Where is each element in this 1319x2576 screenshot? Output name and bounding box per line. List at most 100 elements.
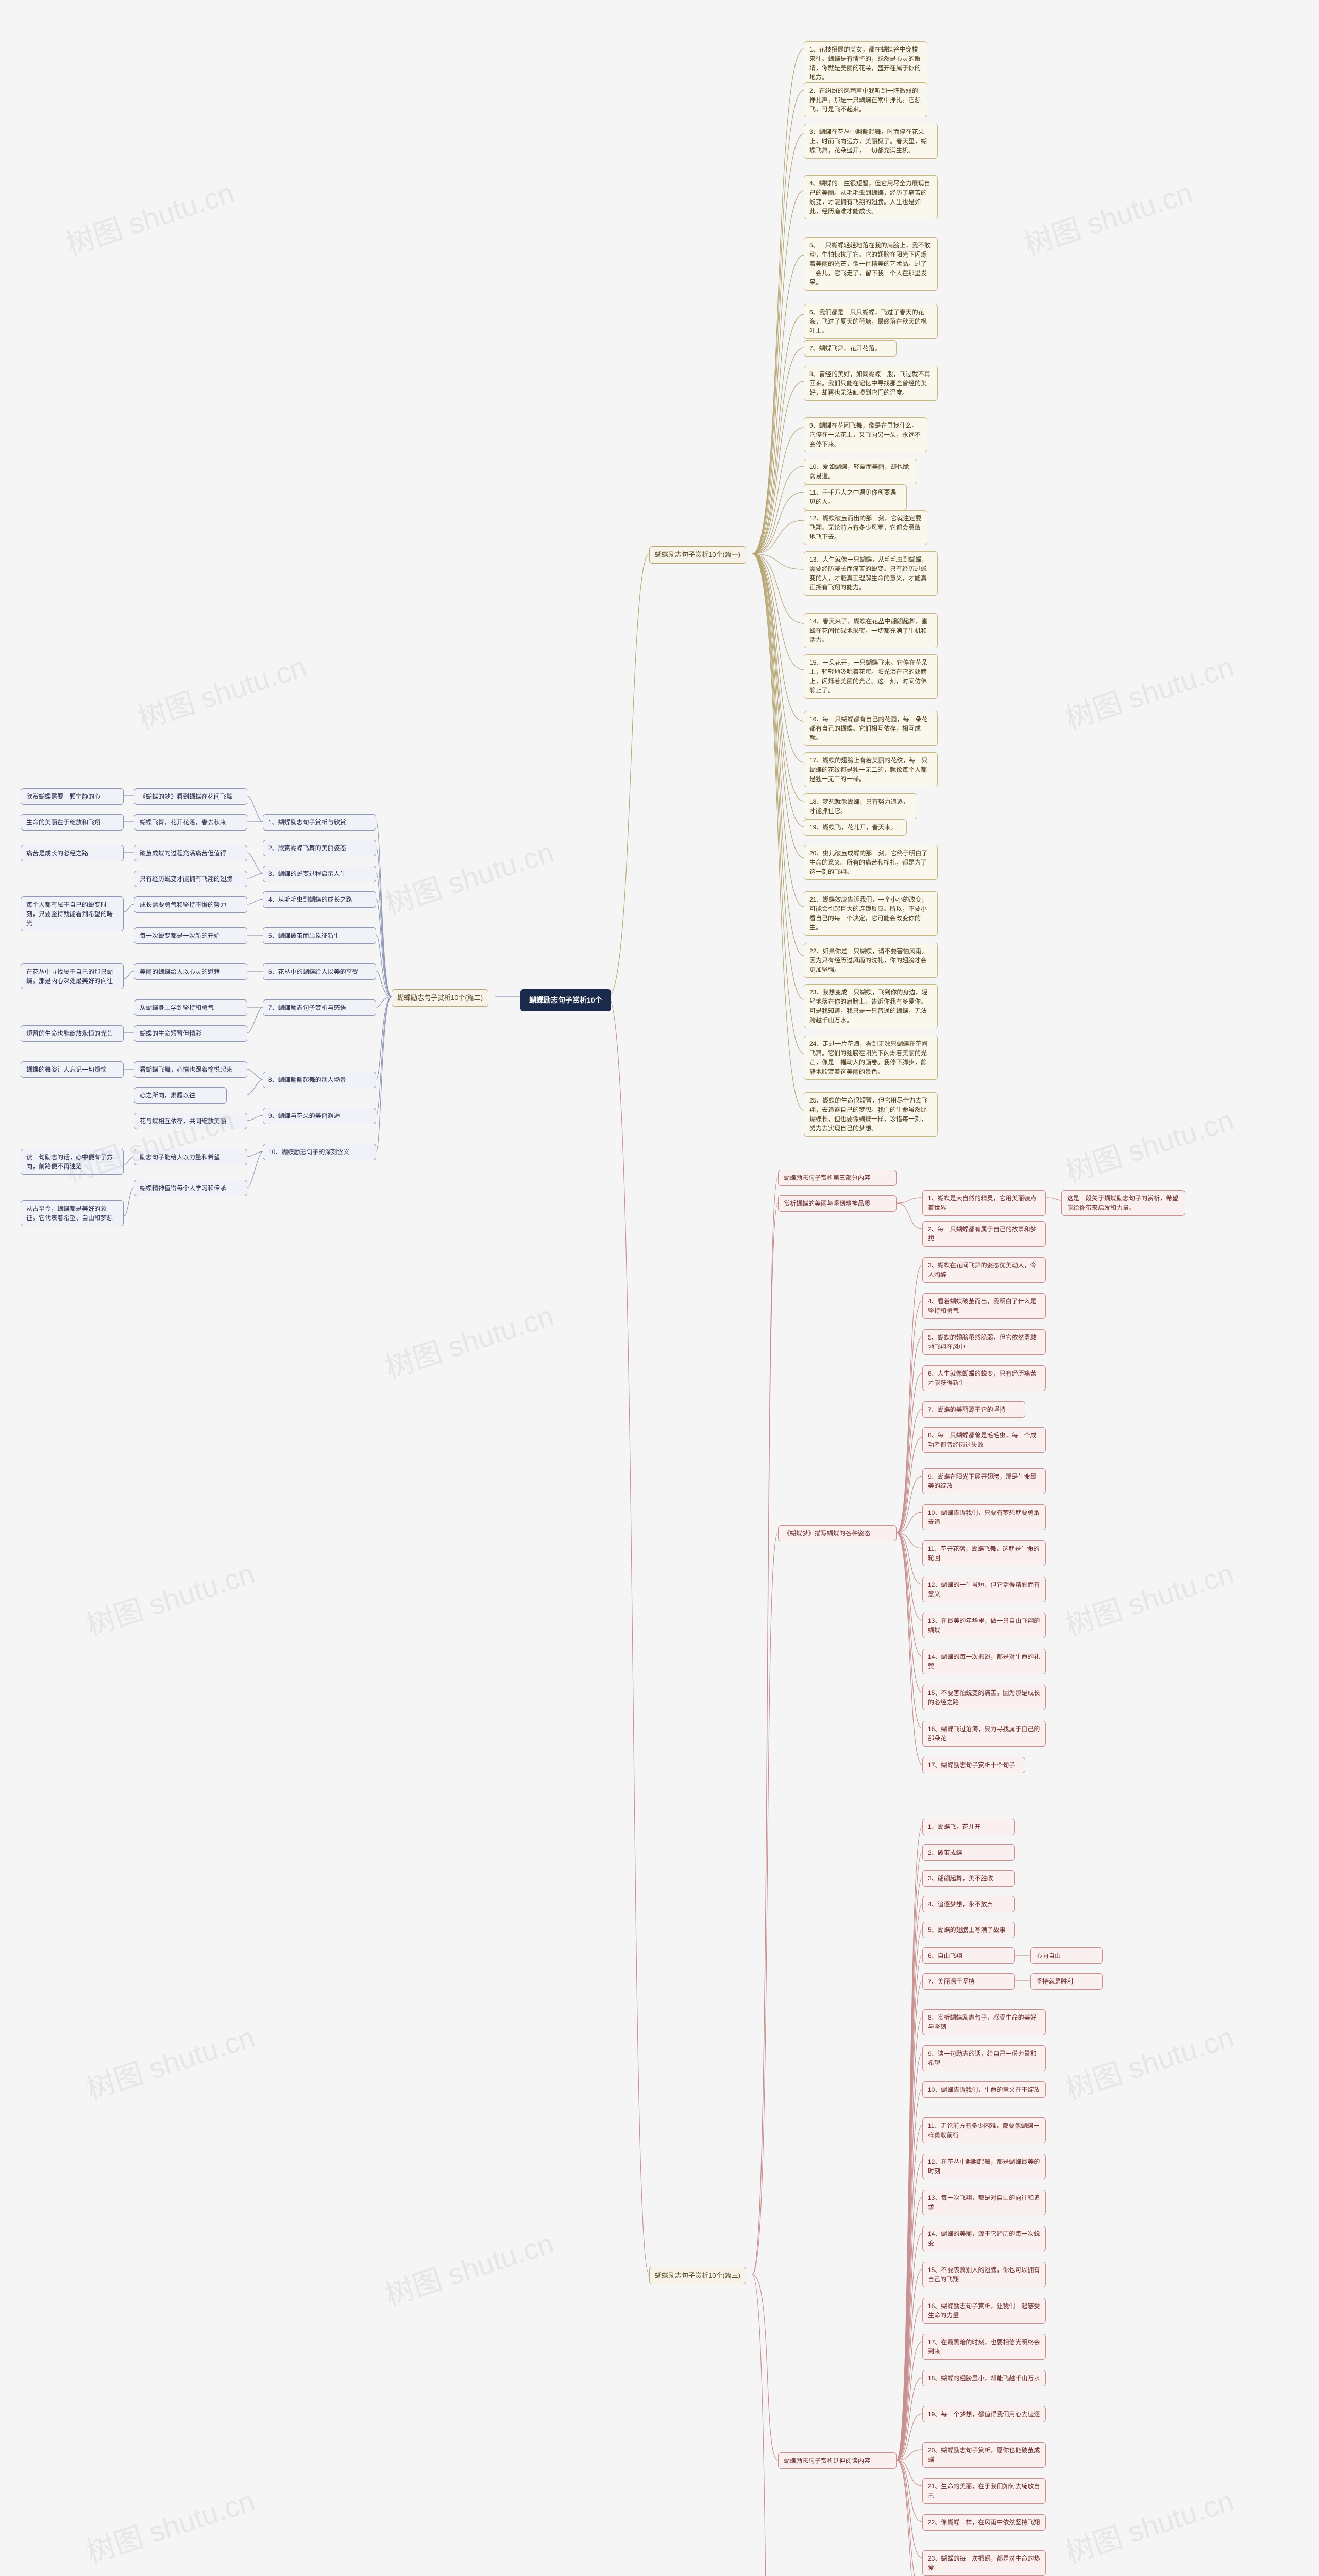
main-branch-3[interactable]: 蝴蝶励志句子赏析10个(篇三) — [649, 2267, 746, 2284]
red-r4c-node-5[interactable]: 13、每一次飞翔，都是对自由的向往和追求 — [922, 2190, 1046, 2215]
red-l1-node-2[interactable]: 《蝴蝶梦》描写蝴蝶的各种姿态 — [778, 1525, 897, 1541]
red-r4c-node-1[interactable]: 9、读一句励志的话，给自己一份力量和希望 — [922, 2045, 1046, 2071]
blue-l3-node-6[interactable]: 蝴蝶的舞姿让人忘记一切烦恼 — [21, 1061, 124, 1078]
yellow-node-3[interactable]: 4、蝴蝶的一生很短暂，但它用尽全力展现自己的美丽。从毛毛虫到蝴蝶，经历了痛苦的蜕… — [804, 175, 938, 219]
red-r3c-node-7[interactable]: 10、蝴蝶告诉我们，只要有梦想就要勇敢去追 — [922, 1504, 1046, 1530]
yellow-node-1[interactable]: 2、在纷纷的风雨声中我听到一阵微弱的挣扎声，那是一只蝴蝶在雨中挣扎，它想飞，可是… — [804, 82, 927, 117]
yellow-node-24[interactable]: 25、蝴蝶的生命很短暂，但它用尽全力去飞翔，去追逐自己的梦想。我们的生命虽然比蝴… — [804, 1092, 938, 1137]
red-r4ls-node-1[interactable]: 坚持就是胜利 — [1030, 1973, 1103, 1990]
blue-l1-node-7[interactable]: 8、蝴蝶翩翩起舞的动人场景 — [263, 1072, 376, 1088]
red-r4l-node-5[interactable]: 6、自由飞翔 — [922, 1947, 1015, 1964]
yellow-node-11[interactable]: 12、蝴蝶破茧而出的那一刻，它就注定要飞翔。无论前方有多少风雨，它都会勇敢地飞下… — [804, 510, 927, 545]
red-r3c-node-0[interactable]: 3、蝴蝶在花间飞舞的姿态优美动人，令人陶醉 — [922, 1257, 1046, 1283]
red-r4c-node-14[interactable]: 22、像蝴蝶一样，在风雨中依然坚持飞翔 — [922, 2514, 1046, 2531]
blue-l3-node-7[interactable]: 读一句励志的话，心中便有了方向，前路便不再迷茫 — [21, 1149, 124, 1175]
yellow-node-18[interactable]: 19、蝴蝶飞，花儿开，春天来。 — [804, 819, 907, 836]
red-r3c-node-6[interactable]: 9、蝴蝶在阳光下展开翅膀，那是生命最美的绽放 — [922, 1468, 1046, 1494]
red-r3c-node-3[interactable]: 6、人生就像蝴蝶的蜕变，只有经历痛苦才能获得新生 — [922, 1365, 1046, 1391]
red-r4c-node-12[interactable]: 20、蝴蝶励志句子赏析，愿你也能破茧成蝶 — [922, 2442, 1046, 2468]
red-r2cr-node-0[interactable]: 这是一段关于蝴蝶励志句子的赏析，希望能给你带来启发和力量。 — [1061, 1190, 1185, 1216]
red-r4c-node-3[interactable]: 11、无论前方有多少困难，都要像蝴蝶一样勇敢前行 — [922, 2117, 1046, 2143]
yellow-node-2[interactable]: 3、蝴蝶在花丛中翩翩起舞，时而停在花朵上，时而飞向远方，美丽极了。春天里，蝴蝶飞… — [804, 124, 938, 159]
blue-l2-node-11[interactable]: 花与蝶相互依存，共同绽放美丽 — [134, 1113, 247, 1129]
blue-l2-node-6[interactable]: 美丽的蝴蝶给人以心灵的慰藉 — [134, 963, 247, 980]
blue-l1-node-0[interactable]: 1、蝴蝶励志句子赏析与欣赏 — [263, 814, 376, 831]
blue-l2-node-4[interactable]: 成长需要勇气和坚持不懈的努力 — [134, 896, 247, 913]
blue-l3-node-0[interactable]: 欣赏蝴蝶需要一颗宁静的心 — [21, 788, 124, 805]
yellow-node-12[interactable]: 13、人生就像一只蝴蝶，从毛毛虫到蝴蝶，需要经历漫长而痛苦的蜕变。只有经历过蜕变… — [804, 551, 938, 596]
red-r4c-node-2[interactable]: 10、蝴蝶告诉我们，生命的意义在于绽放 — [922, 2081, 1046, 2098]
red-r4l-node-0[interactable]: 1、蝴蝶飞，花儿开 — [922, 1819, 1015, 1835]
blue-l2-node-8[interactable]: 蝴蝶的生命短暂但精彩 — [134, 1025, 247, 1042]
red-r3c-node-14[interactable]: 17、蝴蝶励志句子赏析十个句子 — [922, 1757, 1025, 1773]
yellow-node-9[interactable]: 10、爱如蝴蝶，轻盈而美丽，却也脆弱易逝。 — [804, 459, 917, 484]
red-r4c-node-15[interactable]: 23、蝴蝶的每一次振翅，都是对生命的热爱 — [922, 2550, 1046, 2576]
red-r3c-node-2[interactable]: 5、蝴蝶的翅膀虽然脆弱，但它依然勇敢地飞翔在风中 — [922, 1329, 1046, 1355]
red-r3c-node-10[interactable]: 13、在最美的年华里，做一只自由飞翔的蝴蝶 — [922, 1613, 1046, 1638]
yellow-node-6[interactable]: 7、蝴蝶飞舞，花开花落。 — [804, 340, 897, 357]
red-r4l-node-6[interactable]: 7、美丽源于坚持 — [922, 1973, 1015, 1990]
red-r4c-node-11[interactable]: 19、每一个梦想，都值得我们用心去追逐 — [922, 2406, 1046, 2422]
blue-l3-node-1[interactable]: 生命的美丽在于绽放和飞翔 — [21, 814, 124, 831]
red-r3c-node-1[interactable]: 4、看着蝴蝶破茧而出，我明白了什么是坚持和勇气 — [922, 1293, 1046, 1319]
blue-l2-node-1[interactable]: 蝴蝶飞舞，花开花落，春去秋来 — [134, 814, 247, 831]
red-l1-node-3[interactable]: 蝴蝶励志句子赏析延伸阅读内容 — [778, 2452, 897, 2469]
root-node[interactable]: 蝴蝶励志句子赏析10个 — [520, 989, 611, 1011]
red-r3c-node-9[interactable]: 12、蝴蝶的一生虽短，但它活得精彩而有意义 — [922, 1577, 1046, 1602]
yellow-node-13[interactable]: 14、春天来了，蝴蝶在花丛中翩翩起舞，蜜蜂在花间忙碌地采蜜，一切都充满了生机和活… — [804, 613, 938, 648]
blue-l2-node-9[interactable]: 看蝴蝶飞舞，心情也跟着愉悦起来 — [134, 1061, 247, 1078]
red-r4c-node-0[interactable]: 8、赏析蝴蝶励志句子，感受生命的美好与坚韧 — [922, 2009, 1046, 2035]
blue-l3-node-3[interactable]: 每个人都有属于自己的蜕变时刻，只要坚持就能看到希望的曙光 — [21, 896, 124, 931]
blue-l1-node-8[interactable]: 9、蝴蝶与花朵的美丽邂逅 — [263, 1108, 376, 1124]
blue-l3-node-4[interactable]: 在花丛中寻找属于自己的那只蝴蝶，那是内心深处最美好的向往 — [21, 963, 124, 989]
red-r4c-node-6[interactable]: 14、蝴蝶的美丽，源于它经历的每一次蜕变 — [922, 2226, 1046, 2251]
red-r3c-node-13[interactable]: 16、蝴蝶飞过沧海，只为寻找属于自己的那朵花 — [922, 1721, 1046, 1747]
yellow-node-7[interactable]: 8、曾经的美好，如同蝴蝶一般，飞过就不再回来。我们只能在记忆中寻找那些曾经的美好… — [804, 366, 938, 401]
red-r2c-node-1[interactable]: 2、每一只蝴蝶都有属于自己的故事和梦想 — [922, 1221, 1046, 1247]
blue-l3-node-5[interactable]: 短暂的生命也能绽放永恒的光芒 — [21, 1025, 124, 1042]
yellow-node-20[interactable]: 21、蝴蝶效应告诉我们，一个小小的改变，可能会引起巨大的连锁反应。所以，不要小看… — [804, 891, 938, 936]
blue-l2-node-7[interactable]: 从蝴蝶身上学到坚持和勇气 — [134, 999, 247, 1016]
yellow-node-0[interactable]: 1、花枝招展的美女，都在蝴蝶谷中穿梭来往。蝴蝶是有情怀的，既然是心灵的眼睛，你就… — [804, 41, 927, 86]
yellow-node-17[interactable]: 18、梦想就像蝴蝶，只有努力追逐，才能抓住它。 — [804, 793, 917, 819]
red-r4l-node-3[interactable]: 4、追逐梦想，永不放弃 — [922, 1896, 1015, 1912]
red-r3c-node-5[interactable]: 8、每一只蝴蝶都曾是毛毛虫，每一个成功者都曾经历过失败 — [922, 1427, 1046, 1453]
yellow-node-5[interactable]: 6、我们都是一只只蝴蝶，飞过了春天的花海，飞过了夏天的荷塘，最终落在秋天的枫叶上… — [804, 304, 938, 339]
yellow-node-21[interactable]: 22、如果你是一只蝴蝶，请不要害怕风雨。因为只有经历过风雨的洗礼，你的翅膀才会更… — [804, 943, 938, 978]
yellow-node-15[interactable]: 16、每一只蝴蝶都有自己的花园，每一朵花都有自己的蝴蝶。它们相互依存，相互成就。 — [804, 711, 938, 746]
blue-l3-node-8[interactable]: 从古至今，蝴蝶都是美好的象征，它代表着希望、自由和梦想 — [21, 1200, 124, 1226]
blue-l1-node-5[interactable]: 6、花丛中的蝴蝶给人以美的享受 — [263, 963, 376, 980]
blue-l1-node-3[interactable]: 4、从毛毛虫到蝴蝶的成长之路 — [263, 891, 376, 908]
blue-l1-node-9[interactable]: 10、蝴蝶励志句子的深刻含义 — [263, 1144, 376, 1160]
red-r3c-node-8[interactable]: 11、花开花落，蝴蝶飞舞，这就是生命的轮回 — [922, 1540, 1046, 1566]
red-r4c-node-7[interactable]: 15、不要羡慕别人的翅膀，你也可以拥有自己的飞翔 — [922, 2262, 1046, 2287]
yellow-node-4[interactable]: 5、一只蝴蝶轻轻地落在我的肩膀上，我不敢动，生怕惊扰了它。它的翅膀在阳光下闪烁着… — [804, 237, 938, 291]
red-r4c-node-10[interactable]: 18、蝴蝶的翅膀虽小，却能飞越千山万水 — [922, 2370, 1046, 2386]
blue-l1-node-6[interactable]: 7、蝴蝶励志句子赏析与感悟 — [263, 999, 376, 1016]
red-r2c-node-0[interactable]: 1、蝴蝶是大自然的精灵，它用美丽装点着世界 — [922, 1190, 1046, 1216]
red-l1-node-1[interactable]: 赏析蝴蝶的美丽与坚韧精神品质 — [778, 1195, 897, 1212]
red-r4l-node-2[interactable]: 3、翩翩起舞，美不胜收 — [922, 1870, 1015, 1887]
yellow-node-19[interactable]: 20、虫儿破茧成蝶的那一刻，它终于明白了生命的意义。所有的痛苦和挣扎，都是为了这… — [804, 845, 938, 880]
blue-l1-node-1[interactable]: 2、欣赏蝴蝶飞舞的美丽姿态 — [263, 840, 376, 856]
red-r4c-node-9[interactable]: 17、在最黑暗的时刻，也要相信光明终会到来 — [922, 2334, 1046, 2360]
blue-l1-node-2[interactable]: 3、蝴蝶的蜕变过程启示人生 — [263, 866, 376, 882]
yellow-node-8[interactable]: 9、蝴蝶在花间飞舞，像是在寻找什么。它停在一朵花上，又飞向另一朵，永远不会停下来… — [804, 417, 927, 452]
red-r4l-node-4[interactable]: 5、蝴蝶的翅膀上写满了故事 — [922, 1922, 1015, 1938]
red-r3c-node-11[interactable]: 14、蝴蝶的每一次振翅，都是对生命的礼赞 — [922, 1649, 1046, 1674]
red-r3c-node-4[interactable]: 7、蝴蝶的美丽源于它的坚持 — [922, 1401, 1025, 1418]
red-r4c-node-13[interactable]: 21、生命的美丽，在于我们如何去绽放自己 — [922, 2478, 1046, 2504]
blue-l3-node-2[interactable]: 痛苦是成长的必经之路 — [21, 845, 124, 861]
red-r4c-node-4[interactable]: 12、在花丛中翩翩起舞，那是蝴蝶最美的时刻 — [922, 2154, 1046, 2179]
main-branch-2[interactable]: 蝴蝶励志句子赏析10个(篇二) — [392, 989, 488, 1007]
blue-l1-node-4[interactable]: 5、蝴蝶破茧而出象征新生 — [263, 927, 376, 944]
yellow-node-14[interactable]: 15、一朵花开，一只蝴蝶飞来。它停在花朵上，轻轻地吸吮着花蜜。阳光洒在它的翅膀上… — [804, 654, 938, 699]
blue-l2-node-0[interactable]: 《蝴蝶的梦》看到蝴蝶在花间飞舞 — [134, 788, 247, 805]
blue-l2-node-3[interactable]: 只有经历蜕变才能拥有飞翔的翅膀 — [134, 871, 247, 887]
blue-l2-node-2[interactable]: 破茧成蝶的过程充满痛苦但值得 — [134, 845, 247, 861]
blue-l2-node-10[interactable]: 心之所向，素履以往 — [134, 1087, 227, 1104]
blue-l2-node-12[interactable]: 励志句子能给人以力量和希望 — [134, 1149, 247, 1165]
main-branch-1[interactable]: 蝴蝶励志句子赏析10个(篇一) — [649, 546, 746, 564]
red-l1-node-0[interactable]: 蝴蝶励志句子赏析第三部分内容 — [778, 1170, 897, 1186]
blue-l2-node-5[interactable]: 每一次蜕变都是一次新的开始 — [134, 927, 247, 944]
